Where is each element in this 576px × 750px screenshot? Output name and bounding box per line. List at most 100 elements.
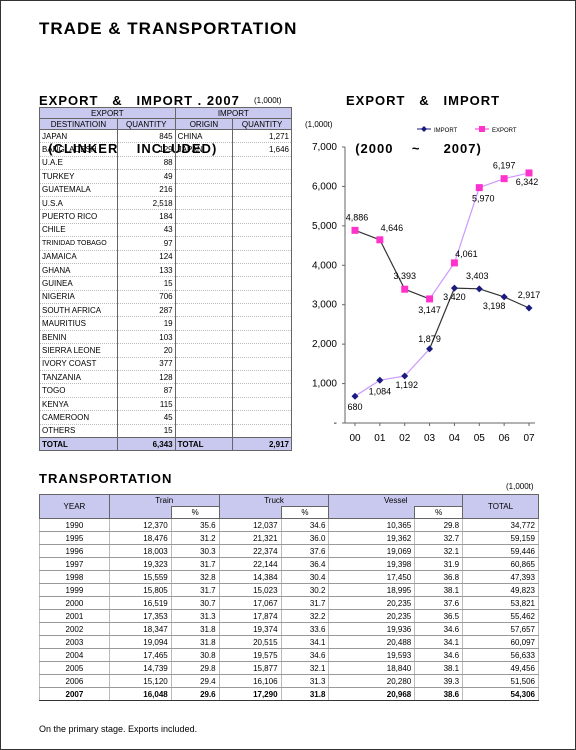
truck-cell: 21,321 [218,531,282,545]
total-cell: 57,657 [462,622,539,636]
import-point [450,284,458,292]
train-percent-header: % [170,506,220,519]
series-line-segment [379,239,406,290]
vessel-cell: 20,968 [328,687,416,701]
import-data-label: 1,879 [418,334,441,344]
total-cell: 34,772 [462,518,539,532]
origin-cell [174,343,234,358]
export-quantity-cell: 88 [116,156,176,171]
total-cell: 49,823 [462,583,539,597]
import-quantity-cell [232,209,292,224]
export-quantity-cell: 49 [116,169,176,184]
train-percent-cell: 29.6 [170,687,220,701]
origin-cell [174,290,234,305]
destination-cell: OTHERS [39,424,118,438]
export-quantity-cell: 287 [116,303,176,318]
vessel-percent-cell: 38.1 [414,661,464,675]
vessel-cell: 18,840 [328,661,416,675]
transportation-heading: TRANSPORTATION [39,471,173,486]
import-total-value: 2,917 [232,436,292,452]
train-percent-cell: 30.3 [170,544,220,558]
export-import-row: JAMAICA 124 [39,250,292,264]
total-cell: 60,865 [462,557,539,571]
origin-cell [174,316,234,331]
export-import-row: SIERRA LEONE 20 [39,343,292,358]
export-header: EXPORT [39,107,176,119]
train-percent-cell: 32.8 [170,570,220,584]
origin-cell [174,276,234,291]
y-tick-label: 3,000 [312,300,337,311]
origin-cell [174,183,234,197]
import-quantity-cell [232,276,292,291]
import-data-label: 1,192 [395,380,418,390]
transportation-row: 1995 18,476 31.2 21,321 36.0 19,362 32.7 59,159 [39,531,539,545]
origin-cell: CHINA [174,129,234,144]
export-import-row: GHANA 133 [39,263,292,278]
export-data-label: 6,197 [493,161,516,171]
total-cell: 51,506 [462,674,539,688]
export-quantity-cell: 184 [116,209,176,224]
export-quantity-cell: 2,518 [116,196,176,211]
transportation-row: 1997 19,323 31.7 22,144 36.4 19,398 31.9 60,865 [39,557,539,571]
vessel-cell: 19,069 [328,544,416,558]
import-quantity-cell [232,223,292,238]
series-line-segment [354,229,381,241]
export-import-row: IVORY COAST 377 [39,357,292,372]
total-cell: 59,159 [462,531,539,545]
export-import-row: JAPAN 845 CHINA 1,271 [39,129,292,144]
year-cell: 2001 [39,609,110,623]
train-percent-cell: 30.7 [170,596,220,610]
series-line-segment [429,287,455,350]
series-line-segment [479,178,505,189]
vessel-cell: 19,398 [328,557,416,571]
transportation-table: YEAR Train Truck Vessel TOTAL % % % 1990… [39,494,539,701]
vessel-cell: 10,365 [328,518,416,532]
import-point [475,285,483,293]
year-cell: 1990 [39,518,110,532]
export-point [376,236,384,244]
year-cell: 2005 [39,661,110,675]
origin-cell [174,383,234,398]
transportation-row: 1996 18,003 30.3 22,374 37.6 19,069 32.1 59,446 [39,544,539,558]
vessel-percent-cell: 36.5 [414,609,464,623]
transportation-row: 2002 18,347 31.8 19,374 33.6 19,936 34.6 57,657 [39,622,539,636]
train-cell: 15,120 [108,674,172,688]
export-quantity-cell: 845 [116,129,176,144]
import-quantity-cell [232,343,292,358]
series-line-segment [429,262,455,300]
export-data-label: 3,147 [418,305,441,315]
destination-cell: IVORY COAST [39,357,118,372]
train-cell: 14,739 [108,661,172,675]
truck-percent-cell: 37.6 [280,544,330,558]
year-cell: 1996 [39,544,110,558]
import-data-label: 3,198 [483,301,506,311]
export-import-heading-line1: EXPORT & IMPORT . 2007 [39,93,240,108]
truck-percent-cell: 31.3 [280,674,330,688]
export-quantity-cell: 128 [116,370,176,385]
destination-cell: TANZANIA [39,370,118,385]
vessel-percent-cell: 39.3 [414,674,464,688]
x-tick-label: 00 [349,433,361,444]
train-percent-cell: 31.3 [170,609,220,623]
truck-percent-cell: 36.0 [280,531,330,545]
export-point [351,226,359,234]
vessel-spacer [328,506,415,519]
train-percent-cell: 29.4 [170,674,220,688]
y-tick-label: - [334,418,337,429]
vessel-percent-cell: 37.6 [414,596,464,610]
export-quantity-cell: 15 [116,276,176,291]
series-line-segment [504,172,530,180]
vessel-percent-cell: 38.6 [414,687,464,701]
import-point [376,376,384,384]
total-column-header: TOTAL [462,494,539,519]
train-cell: 16,048 [108,687,172,701]
export-import-row: BENIN 103 [39,330,292,345]
vessel-percent-cell: 31.9 [414,557,464,571]
year-cell: 2006 [39,674,110,688]
x-tick-label: 03 [424,433,436,444]
destination-cell: NIGERIA [39,290,118,305]
export-import-row: BANGLADESH 129 JAPAN 1,646 [39,142,292,157]
train-percent-cell: 31.8 [170,635,220,649]
train-percent-cell: 31.2 [170,531,220,545]
